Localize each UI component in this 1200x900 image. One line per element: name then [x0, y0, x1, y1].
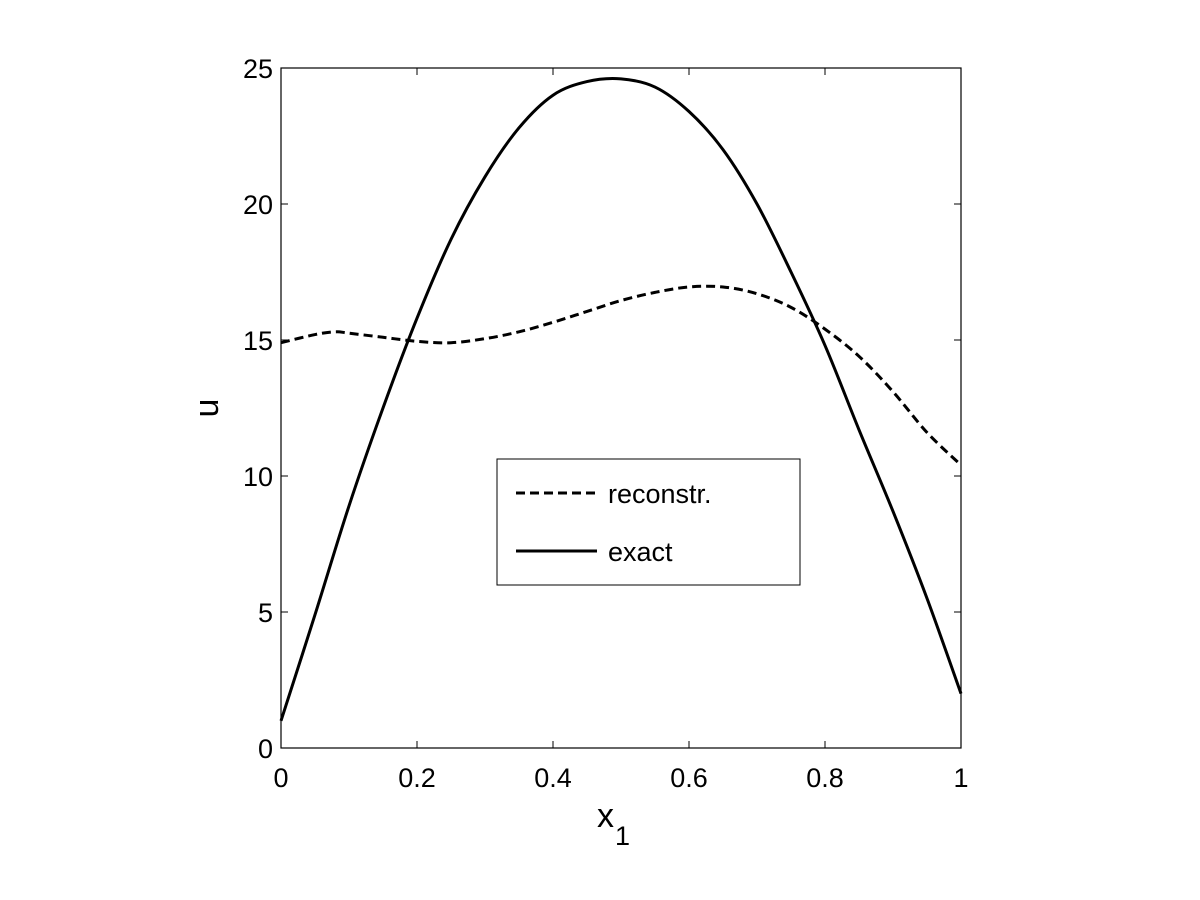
x-tick-label: 0.6 — [670, 763, 708, 793]
x-tick-label: 0.2 — [398, 763, 436, 793]
x-tick-label: 0.8 — [806, 763, 844, 793]
series-layer — [279, 77, 963, 722]
y-tick-label: 20 — [243, 190, 273, 220]
series-line-reconstr — [280, 284, 963, 467]
y-tick-label: 10 — [243, 462, 273, 492]
y-axis-label: u — [188, 399, 226, 418]
y-tick-label: 25 — [243, 54, 273, 84]
legend-label-exact: exact — [608, 537, 673, 567]
x-axis-label: x1 — [597, 797, 630, 851]
x-axis-label-base: x — [597, 797, 614, 835]
x-tick-label: 0.4 — [534, 763, 572, 793]
x-tick-label: 0 — [273, 763, 288, 793]
y-tick-label: 15 — [243, 326, 273, 356]
y-tick-label: 5 — [258, 598, 273, 628]
x-tick-label: 1 — [953, 763, 968, 793]
y-tick-label: 0 — [258, 734, 273, 764]
plot-area — [280, 67, 962, 749]
x-axis-label-subscript: 1 — [615, 821, 630, 851]
legend: reconstr. exact — [496, 458, 801, 586]
series-line-exact — [279, 77, 963, 722]
legend-box — [496, 458, 801, 586]
legend-label-reconstr: reconstr. — [608, 479, 712, 509]
